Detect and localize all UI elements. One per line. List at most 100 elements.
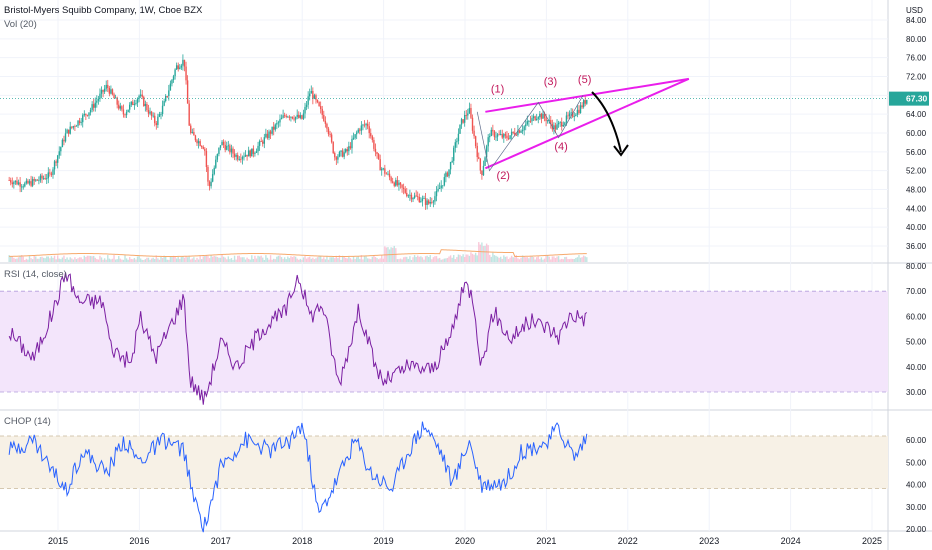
candle-body [199,141,201,146]
candle-body [321,108,323,115]
candle-body [183,59,186,67]
candle-body [327,128,330,135]
chop-axis-label: 30.00 [906,503,927,512]
candle-body [263,137,266,144]
volume-bar [546,255,549,262]
candle-body [586,99,588,104]
volume-bar [327,259,330,262]
candle-body [141,94,143,97]
candle-body [412,198,414,200]
candle-body [468,107,471,114]
chop-axis-label: 20.00 [906,525,927,534]
x-tick-label: 2024 [781,536,801,546]
volume-bar [183,257,186,262]
volume-bar [158,259,161,262]
volume-bar [310,258,312,262]
candle-body [171,79,173,84]
candle-body [127,109,129,113]
candle-body [431,202,433,203]
candle-body [575,114,577,117]
candle-body [204,148,206,152]
volume-bar [96,259,98,262]
volume-bar [204,255,206,262]
candle-body [22,186,24,188]
volume-bar [179,258,181,262]
candle-body [229,145,231,153]
volume-bar [107,255,109,262]
candle-body [507,137,510,139]
volume-bar [182,256,184,262]
volume-bar [373,255,375,262]
candle-body [523,126,525,131]
candle-body [520,131,522,133]
candle-body [138,95,140,99]
candle-body [290,116,292,118]
volume-bar [446,257,449,262]
volume-bar [41,256,43,262]
candle-body [485,146,488,158]
candle-body [100,89,103,94]
candle-body [329,134,331,135]
candle-body [305,104,308,107]
candle-body [92,104,95,108]
candle-body [413,195,416,199]
candle-body [124,114,126,116]
candle-body [498,134,500,136]
candle-body [232,148,234,154]
volume-bar [507,259,510,262]
candle-body [365,123,367,126]
candle-body [280,117,283,120]
candle-body [122,109,125,115]
volume-bar [213,255,215,262]
candle-body [454,142,456,148]
candle-body [85,113,87,116]
candle-body [155,123,158,125]
volume-bar [232,259,234,262]
candle-body [427,200,430,204]
volume-bar [91,256,93,262]
volume-bar [285,259,287,262]
candle-body [190,125,192,133]
candle-body [218,147,220,154]
candle-body [495,136,497,138]
volume-bar [240,257,242,262]
candle-body [262,141,264,144]
volume-bar [410,259,413,262]
candle-body [244,154,247,157]
x-tick-label: 2016 [129,536,149,546]
candle-body [404,189,406,193]
volume-bar [269,255,272,262]
volume-bar [365,256,367,262]
candle-body [504,134,507,136]
volume-bar [354,259,356,262]
candle-body [338,151,341,157]
candle-body [510,131,513,136]
volume-bar [80,257,82,262]
volume-bar [370,259,372,262]
volume-bar [127,259,129,262]
candle-body [390,177,392,182]
volume-bar [61,257,64,262]
candle-body [309,93,311,97]
candle-body [423,198,425,200]
candle-body [188,103,190,126]
candle-body [368,126,370,134]
volume-bar [111,258,114,262]
volume-bar [216,256,219,262]
volume-bar [304,256,306,262]
volume-bar [554,258,557,262]
candle-body [501,134,503,138]
volume-bar [459,254,461,262]
candle-body [283,115,286,117]
candle-body [402,187,405,190]
candle-body [457,133,460,142]
candle-body [362,124,364,126]
volume-bar [413,255,416,262]
volume-bar [14,258,17,262]
volume-bar [157,258,159,262]
volume-bar [501,258,503,262]
candle-body [143,96,145,107]
volume-bar [420,256,422,262]
volume-bar [16,258,18,262]
volume-bar [246,257,248,262]
